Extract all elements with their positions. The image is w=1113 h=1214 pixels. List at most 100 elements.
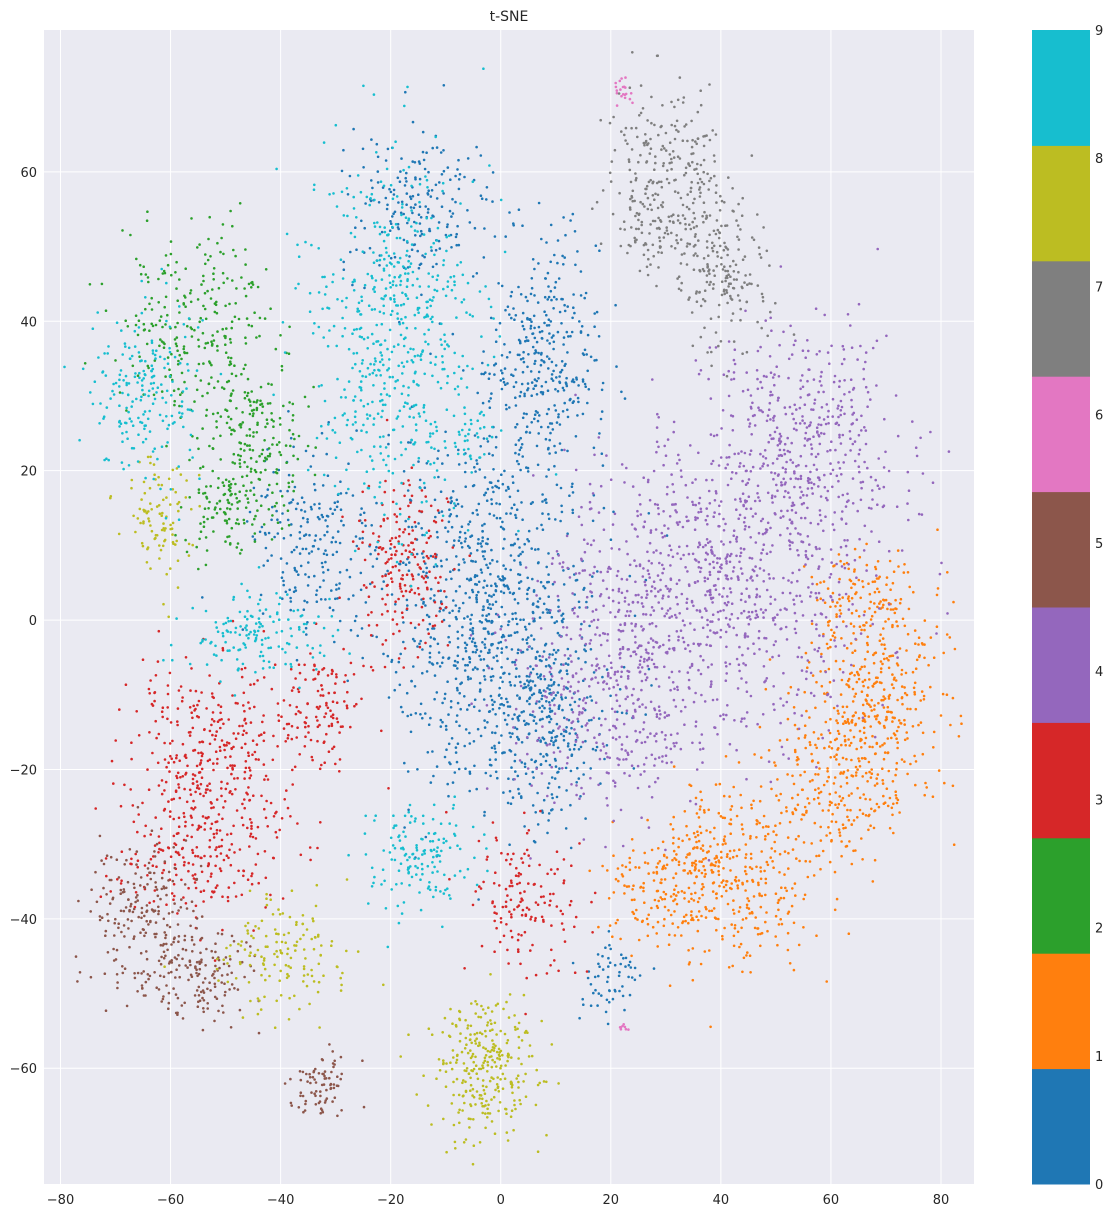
point-1747 xyxy=(298,531,302,534)
point-4055 xyxy=(219,749,222,752)
point-3158 xyxy=(826,647,830,650)
point-169 xyxy=(547,684,551,687)
point-768 xyxy=(506,700,509,704)
point-3291 xyxy=(208,215,211,219)
point-3507 xyxy=(212,437,215,440)
point-4262 xyxy=(422,560,426,563)
point-3091 xyxy=(912,590,915,594)
point-518 xyxy=(511,796,515,799)
point-2438 xyxy=(885,715,888,719)
point-2640 xyxy=(880,643,883,646)
point-2434 xyxy=(885,657,889,660)
point-319 xyxy=(354,535,358,538)
point-3654 xyxy=(245,489,248,493)
point-1929 xyxy=(624,965,627,968)
point-2677 xyxy=(871,684,874,688)
point-3867 xyxy=(146,874,149,877)
point-2604 xyxy=(857,757,860,760)
point-1023 xyxy=(540,385,544,388)
point-191 xyxy=(513,598,517,601)
point-4685 xyxy=(333,691,336,695)
point-2469 xyxy=(865,621,868,624)
point-37 xyxy=(542,585,545,588)
point-338 xyxy=(555,483,559,487)
point-3754 xyxy=(218,745,222,749)
point-1816 xyxy=(281,597,284,600)
point-4487 xyxy=(527,854,530,857)
point-4035 xyxy=(200,776,204,779)
point-20 xyxy=(490,584,493,588)
point-610 xyxy=(605,744,609,747)
point-1630 xyxy=(546,686,549,690)
point-1572 xyxy=(545,700,548,703)
point-4093 xyxy=(230,843,234,846)
point-789 xyxy=(477,580,481,584)
point-421 xyxy=(480,571,484,574)
point-322 xyxy=(494,600,498,604)
point-4151 xyxy=(157,851,160,854)
point-3487 xyxy=(256,421,259,425)
point-251 xyxy=(574,650,578,653)
point-3261 xyxy=(166,313,169,317)
point-3638 xyxy=(198,537,201,541)
point-3695 xyxy=(184,538,187,542)
point-1507 xyxy=(548,707,552,710)
point-462 xyxy=(510,766,513,769)
point-716 xyxy=(417,522,420,525)
point-2176 xyxy=(715,896,718,900)
point-3913 xyxy=(177,783,180,786)
point-3895 xyxy=(243,719,246,722)
point-1234 xyxy=(557,413,560,416)
point-4500 xyxy=(555,850,559,853)
point-1686 xyxy=(544,759,548,763)
point-2216 xyxy=(735,854,739,858)
point-122 xyxy=(460,546,464,549)
point-1943 xyxy=(621,994,625,998)
point-2156 xyxy=(673,898,677,901)
point-395 xyxy=(457,609,461,613)
point-3462 xyxy=(227,415,230,419)
point-114 xyxy=(369,582,372,586)
point-3737 xyxy=(192,799,195,803)
point-4968 xyxy=(705,507,708,510)
point-152 xyxy=(464,646,467,650)
point-2561 xyxy=(948,636,952,639)
point-3803 xyxy=(243,666,247,670)
point-3012 xyxy=(633,898,636,901)
point-1556 xyxy=(558,767,561,770)
point-4572 xyxy=(505,858,508,862)
point-3701 xyxy=(237,453,240,457)
point-3888 xyxy=(199,761,202,765)
point-4167 xyxy=(263,778,266,781)
point-3030 xyxy=(636,918,639,921)
point-1067 xyxy=(519,446,523,449)
point-3344 xyxy=(166,356,170,359)
point-1500 xyxy=(406,770,410,773)
point-2152 xyxy=(760,850,763,853)
point-3780 xyxy=(188,706,192,709)
point-1175 xyxy=(565,330,569,334)
point-151 xyxy=(490,548,493,552)
point-3332 xyxy=(238,202,242,205)
point-4955 xyxy=(643,672,647,676)
point-1680 xyxy=(591,747,595,751)
point-3166 xyxy=(263,317,267,320)
point-560 xyxy=(524,628,528,631)
point-1127 xyxy=(514,396,517,400)
point-2767 xyxy=(806,797,809,800)
point-3931 xyxy=(170,757,173,760)
point-3528 xyxy=(293,437,296,441)
point-1173 xyxy=(547,324,551,327)
point-942 xyxy=(563,309,567,313)
point-1435 xyxy=(363,286,366,290)
point-3816 xyxy=(219,726,222,730)
point-2808 xyxy=(828,831,832,835)
point-3509 xyxy=(201,465,205,469)
point-4548 xyxy=(508,884,512,888)
point-2405 xyxy=(839,693,843,696)
point-931 xyxy=(589,355,593,359)
point-2080 xyxy=(792,968,796,972)
point-1796 xyxy=(304,626,308,630)
point-3518 xyxy=(262,459,266,463)
point-4275 xyxy=(418,509,421,513)
